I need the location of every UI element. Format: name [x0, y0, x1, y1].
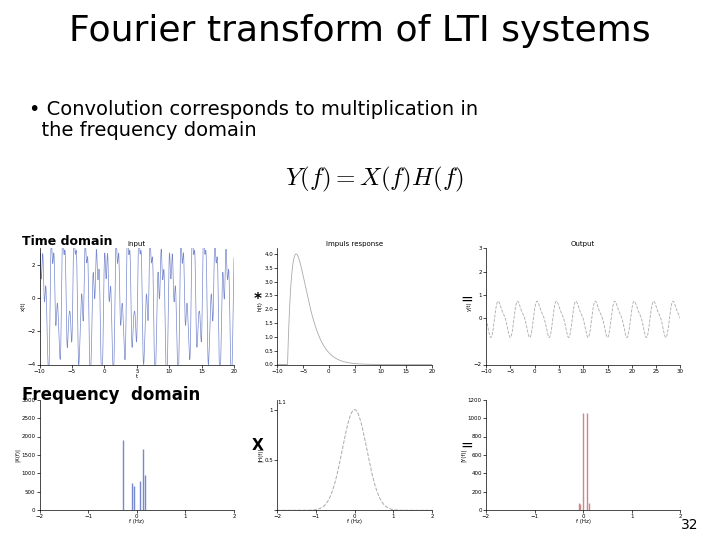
- Text: Time domain: Time domain: [22, 235, 112, 248]
- Title: Output: Output: [571, 241, 595, 247]
- Text: • Convolution corresponds to multiplication in: • Convolution corresponds to multiplicat…: [29, 100, 478, 119]
- Title: Impuls response: Impuls response: [326, 241, 383, 247]
- Text: 32: 32: [681, 518, 698, 532]
- Y-axis label: |Y(f)|: |Y(f)|: [461, 448, 467, 462]
- X-axis label: t: t: [136, 374, 138, 379]
- Text: =: =: [460, 438, 473, 453]
- Y-axis label: y(t): y(t): [467, 302, 472, 311]
- Y-axis label: h(t): h(t): [258, 301, 263, 312]
- X-axis label: f (Hz): f (Hz): [576, 519, 590, 524]
- Text: X: X: [252, 438, 264, 453]
- Title: input: input: [127, 241, 146, 247]
- Y-axis label: |H(f)|: |H(f)|: [257, 448, 263, 462]
- Text: 1.1: 1.1: [277, 400, 286, 404]
- X-axis label: f (Hz): f (Hz): [130, 519, 144, 524]
- Y-axis label: x(t): x(t): [21, 302, 26, 311]
- Text: Fourier transform of LTI systems: Fourier transform of LTI systems: [69, 14, 651, 48]
- Text: =: =: [460, 292, 473, 307]
- X-axis label: f (Hz): f (Hz): [347, 519, 362, 524]
- Text: Frequency  domain: Frequency domain: [22, 386, 200, 404]
- Text: $Y(f) = X(f)H(f)$: $Y(f) = X(f)H(f)$: [285, 165, 464, 194]
- Text: the frequency domain: the frequency domain: [29, 122, 256, 140]
- Text: *: *: [253, 292, 262, 307]
- Y-axis label: |X(f)|: |X(f)|: [14, 448, 20, 462]
